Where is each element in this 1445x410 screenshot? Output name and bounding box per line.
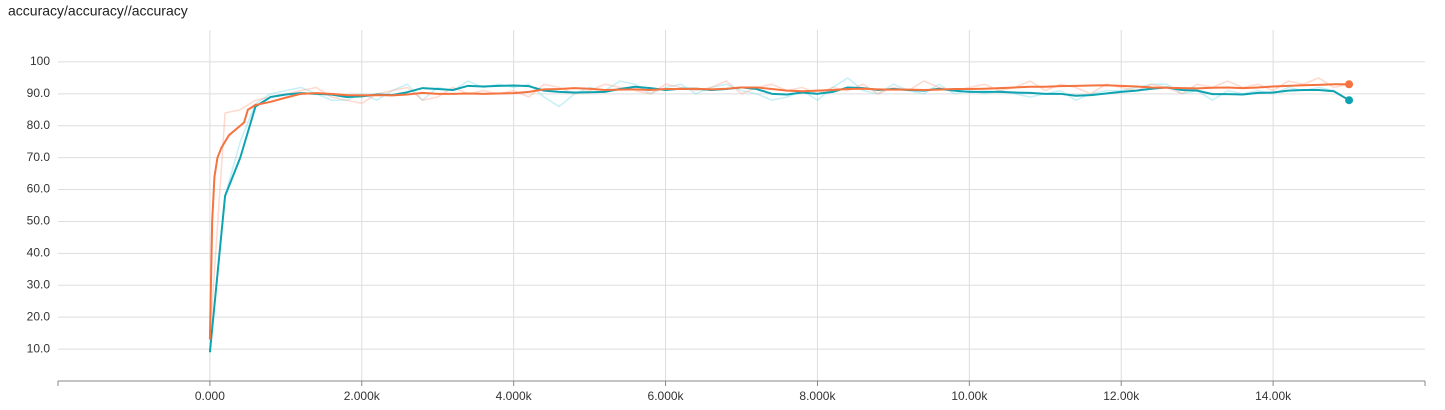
x-tick-label: 2.000k (344, 389, 381, 403)
x-tick-label: 4.000k (496, 389, 533, 403)
y-tick-label: 40.0 (27, 246, 51, 260)
y-tick-label: 70.0 (27, 150, 51, 164)
endpoint-dot (1345, 96, 1354, 105)
y-tick-label: 60.0 (27, 182, 51, 196)
y-tick-label: 30.0 (27, 277, 51, 291)
series-line (209, 77, 1350, 353)
y-tick-label: 50.0 (27, 214, 51, 228)
series-line (209, 77, 1350, 340)
endpoint-dot (1345, 80, 1354, 89)
y-tick-label: 90.0 (27, 86, 51, 100)
y-tick-label: 10.0 (27, 341, 51, 355)
x-tick-label: 6.000k (648, 389, 685, 403)
x-tick-label: 14.00k (1255, 389, 1292, 403)
y-tick-label: 80.0 (27, 118, 51, 132)
series-line (208, 83, 1350, 340)
x-tick-label: 12.00k (1103, 389, 1140, 403)
x-tick-label: 0.000 (195, 389, 225, 403)
x-tick-label: 8.000k (799, 389, 836, 403)
chart-title: accuracy/accuracy//accuracy (8, 3, 188, 19)
y-tick-label: 20.0 (27, 309, 51, 323)
x-tick-label: 10.00k (951, 389, 988, 403)
y-tick-label: 100 (30, 54, 50, 68)
